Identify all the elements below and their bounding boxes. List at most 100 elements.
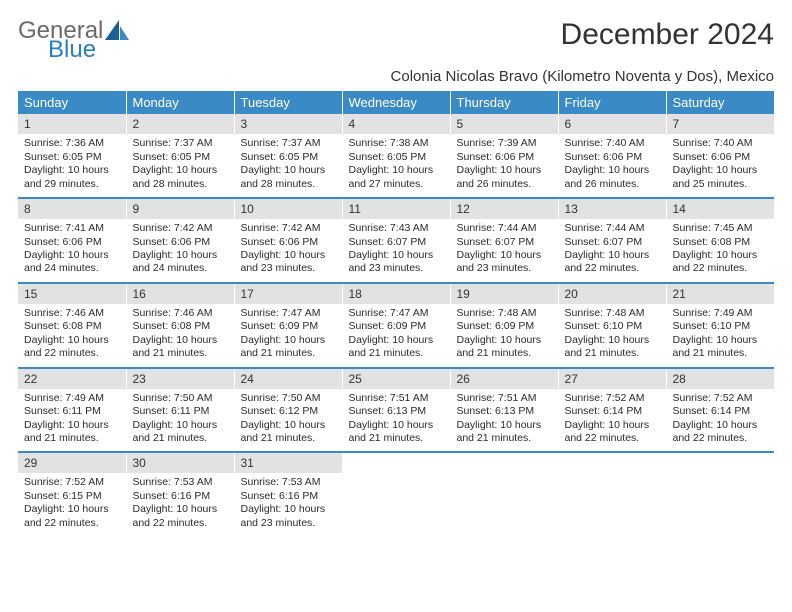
day-info-cell: Sunrise: 7:47 AMSunset: 6:09 PMDaylight:… xyxy=(342,304,450,368)
sunset-line: Sunset: 6:09 PM xyxy=(241,320,336,333)
daylight-line: Daylight: 10 hours and 22 minutes. xyxy=(565,249,660,276)
day-number-cell: 23 xyxy=(126,368,234,389)
sunset-line: Sunset: 6:10 PM xyxy=(673,320,769,333)
daylight-line: Daylight: 10 hours and 24 minutes. xyxy=(133,249,228,276)
sunset-line: Sunset: 6:05 PM xyxy=(241,151,336,164)
day-number-cell: 6 xyxy=(558,114,666,134)
day-number-cell: 11 xyxy=(342,198,450,219)
sunrise-line: Sunrise: 7:51 AM xyxy=(457,392,552,405)
day-info-cell xyxy=(558,473,666,536)
sunrise-line: Sunrise: 7:43 AM xyxy=(349,222,444,235)
sunset-line: Sunset: 6:05 PM xyxy=(349,151,444,164)
daylight-line: Daylight: 10 hours and 22 minutes. xyxy=(565,419,660,446)
daylight-line: Daylight: 10 hours and 28 minutes. xyxy=(133,164,228,191)
sunset-line: Sunset: 6:08 PM xyxy=(673,236,769,249)
daylight-line: Daylight: 10 hours and 21 minutes. xyxy=(349,334,444,361)
day-number-cell xyxy=(666,452,774,473)
daylight-line: Daylight: 10 hours and 22 minutes. xyxy=(673,419,769,446)
sunset-line: Sunset: 6:16 PM xyxy=(133,490,228,503)
daylight-line: Daylight: 10 hours and 23 minutes. xyxy=(241,503,336,530)
sunrise-line: Sunrise: 7:53 AM xyxy=(133,476,228,489)
sunset-line: Sunset: 6:06 PM xyxy=(457,151,552,164)
sunset-line: Sunset: 6:09 PM xyxy=(457,320,552,333)
daylight-line: Daylight: 10 hours and 21 minutes. xyxy=(457,334,552,361)
day-number-cell: 8 xyxy=(18,198,126,219)
sunset-line: Sunset: 6:05 PM xyxy=(133,151,228,164)
day-number-cell: 3 xyxy=(234,114,342,134)
sunrise-line: Sunrise: 7:53 AM xyxy=(241,476,336,489)
day-info-cell: Sunrise: 7:40 AMSunset: 6:06 PMDaylight:… xyxy=(558,134,666,198)
sunset-line: Sunset: 6:10 PM xyxy=(565,320,660,333)
daylight-line: Daylight: 10 hours and 21 minutes. xyxy=(565,334,660,361)
day-info-cell: Sunrise: 7:50 AMSunset: 6:11 PMDaylight:… xyxy=(126,389,234,453)
day-number-cell: 14 xyxy=(666,198,774,219)
day-number-cell: 2 xyxy=(126,114,234,134)
day-number-cell xyxy=(342,452,450,473)
sunset-line: Sunset: 6:12 PM xyxy=(241,405,336,418)
day-number-cell: 22 xyxy=(18,368,126,389)
sunset-line: Sunset: 6:15 PM xyxy=(24,490,120,503)
logo-text-block: General Blue xyxy=(18,18,103,62)
day-number-row: 15161718192021 xyxy=(18,283,774,304)
day-info-cell xyxy=(666,473,774,536)
day-info-cell: Sunrise: 7:43 AMSunset: 6:07 PMDaylight:… xyxy=(342,219,450,283)
daylight-line: Daylight: 10 hours and 21 minutes. xyxy=(349,419,444,446)
sunrise-line: Sunrise: 7:45 AM xyxy=(673,222,769,235)
day-header: Wednesday xyxy=(342,91,450,114)
daylight-line: Daylight: 10 hours and 23 minutes. xyxy=(349,249,444,276)
sunrise-line: Sunrise: 7:36 AM xyxy=(24,137,120,150)
sunset-line: Sunset: 6:09 PM xyxy=(349,320,444,333)
daylight-line: Daylight: 10 hours and 25 minutes. xyxy=(673,164,769,191)
day-info-cell: Sunrise: 7:38 AMSunset: 6:05 PMDaylight:… xyxy=(342,134,450,198)
sunrise-line: Sunrise: 7:37 AM xyxy=(241,137,336,150)
day-info-cell: Sunrise: 7:53 AMSunset: 6:16 PMDaylight:… xyxy=(234,473,342,536)
sunrise-line: Sunrise: 7:52 AM xyxy=(24,476,120,489)
daylight-line: Daylight: 10 hours and 28 minutes. xyxy=(241,164,336,191)
day-info-cell: Sunrise: 7:52 AMSunset: 6:14 PMDaylight:… xyxy=(558,389,666,453)
sunset-line: Sunset: 6:06 PM xyxy=(673,151,769,164)
daylight-line: Daylight: 10 hours and 21 minutes. xyxy=(241,419,336,446)
day-header: Saturday xyxy=(666,91,774,114)
day-info-cell xyxy=(450,473,558,536)
daylight-line: Daylight: 10 hours and 21 minutes. xyxy=(133,419,228,446)
daylight-line: Daylight: 10 hours and 24 minutes. xyxy=(24,249,120,276)
day-number-cell: 1 xyxy=(18,114,126,134)
daylight-line: Daylight: 10 hours and 27 minutes. xyxy=(349,164,444,191)
sunset-line: Sunset: 6:07 PM xyxy=(349,236,444,249)
sunset-line: Sunset: 6:07 PM xyxy=(457,236,552,249)
day-info-cell: Sunrise: 7:51 AMSunset: 6:13 PMDaylight:… xyxy=(342,389,450,453)
daylight-line: Daylight: 10 hours and 21 minutes. xyxy=(241,334,336,361)
sunset-line: Sunset: 6:16 PM xyxy=(241,490,336,503)
day-info-cell: Sunrise: 7:39 AMSunset: 6:06 PMDaylight:… xyxy=(450,134,558,198)
day-number-cell: 27 xyxy=(558,368,666,389)
sunset-line: Sunset: 6:11 PM xyxy=(24,405,120,418)
daylight-line: Daylight: 10 hours and 22 minutes. xyxy=(24,503,120,530)
day-number-cell: 31 xyxy=(234,452,342,473)
day-info-cell: Sunrise: 7:46 AMSunset: 6:08 PMDaylight:… xyxy=(18,304,126,368)
day-number-cell: 19 xyxy=(450,283,558,304)
sunrise-line: Sunrise: 7:49 AM xyxy=(673,307,769,320)
day-number-cell: 25 xyxy=(342,368,450,389)
sunrise-line: Sunrise: 7:42 AM xyxy=(133,222,228,235)
daylight-line: Daylight: 10 hours and 26 minutes. xyxy=(565,164,660,191)
sunrise-line: Sunrise: 7:47 AM xyxy=(241,307,336,320)
sunrise-line: Sunrise: 7:44 AM xyxy=(565,222,660,235)
sunrise-line: Sunrise: 7:46 AM xyxy=(24,307,120,320)
daylight-line: Daylight: 10 hours and 22 minutes. xyxy=(24,334,120,361)
day-number-cell: 4 xyxy=(342,114,450,134)
day-number-cell: 15 xyxy=(18,283,126,304)
day-number-cell: 16 xyxy=(126,283,234,304)
day-info-row: Sunrise: 7:41 AMSunset: 6:06 PMDaylight:… xyxy=(18,219,774,283)
daylight-line: Daylight: 10 hours and 21 minutes. xyxy=(133,334,228,361)
daylight-line: Daylight: 10 hours and 21 minutes. xyxy=(673,334,769,361)
location-label: Colonia Nicolas Bravo (Kilometro Noventa… xyxy=(18,68,774,85)
day-info-cell: Sunrise: 7:44 AMSunset: 6:07 PMDaylight:… xyxy=(450,219,558,283)
sunset-line: Sunset: 6:11 PM xyxy=(133,405,228,418)
day-info-cell: Sunrise: 7:37 AMSunset: 6:05 PMDaylight:… xyxy=(234,134,342,198)
day-number-cell: 18 xyxy=(342,283,450,304)
sunset-line: Sunset: 6:06 PM xyxy=(133,236,228,249)
day-info-cell: Sunrise: 7:42 AMSunset: 6:06 PMDaylight:… xyxy=(126,219,234,283)
day-number-cell: 30 xyxy=(126,452,234,473)
day-header: Monday xyxy=(126,91,234,114)
brand-sail-icon xyxy=(105,20,131,42)
